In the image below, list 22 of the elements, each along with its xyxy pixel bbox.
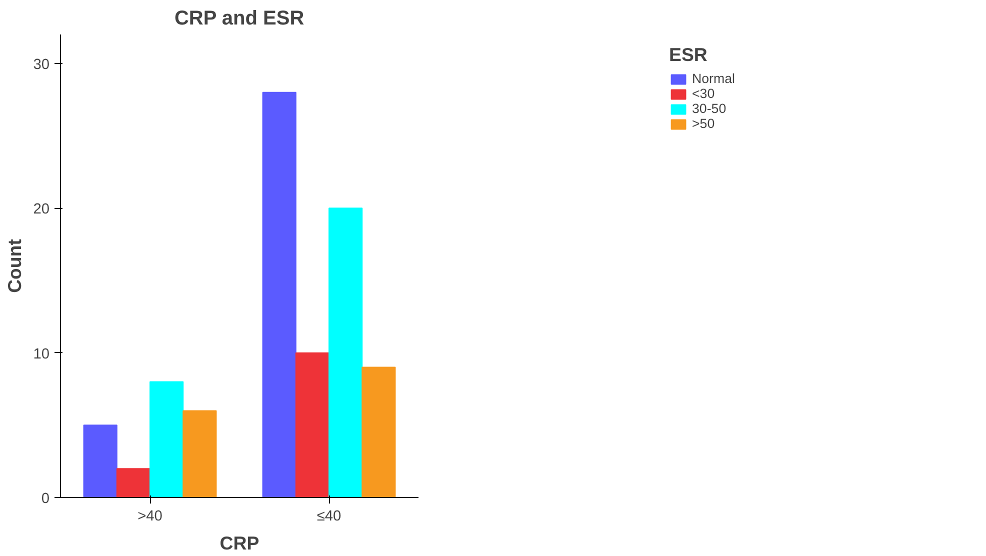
bar — [262, 92, 296, 498]
legend-label: Normal — [692, 71, 735, 86]
bar — [83, 424, 118, 498]
legend-label: >50 — [692, 116, 715, 131]
bar — [362, 366, 396, 498]
bar — [328, 208, 363, 498]
chart-title: CRP and ESR — [174, 8, 305, 30]
bar — [295, 352, 330, 498]
x-tick-label: >40 — [138, 508, 162, 524]
x-tick-label: ≤40 — [316, 508, 342, 524]
y-tick-label: 0 — [41, 491, 50, 507]
legend-label: <30 — [692, 86, 715, 101]
legend-title: ESR — [669, 44, 708, 66]
y-tick-label: 30 — [33, 56, 50, 73]
x-axis-title: CRP — [220, 532, 260, 554]
bar — [150, 381, 184, 498]
bar — [116, 468, 150, 498]
bar — [182, 410, 217, 498]
y-tick-label: 10 — [33, 346, 50, 362]
y-axis-title: Count — [4, 239, 26, 293]
y-tick-label: 20 — [33, 202, 50, 218]
legend-label: 30-50 — [692, 101, 726, 116]
